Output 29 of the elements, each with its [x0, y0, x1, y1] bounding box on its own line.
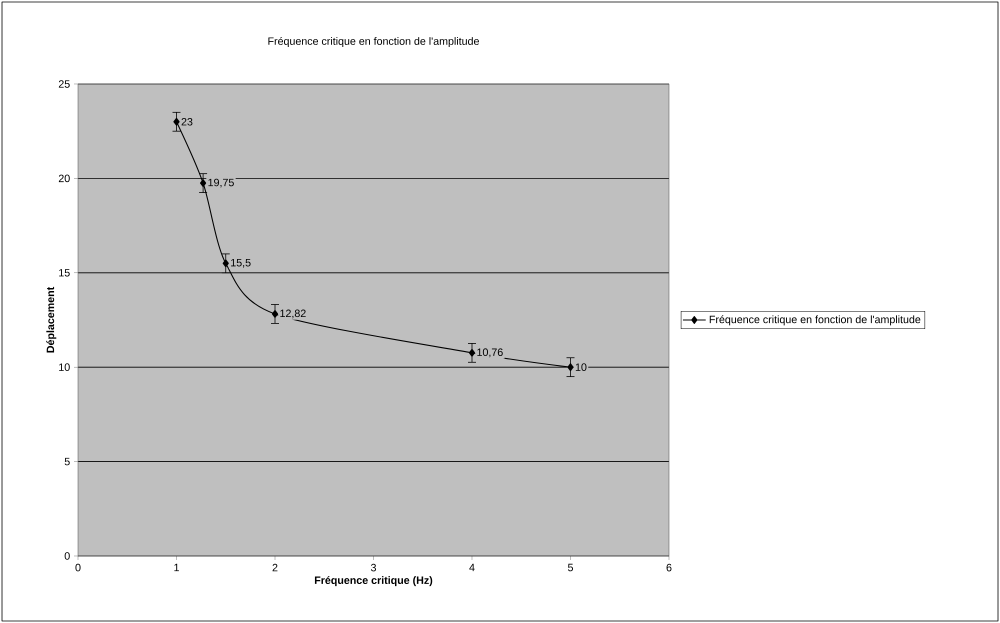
y-tick-label: 10: [59, 363, 70, 371]
y-tick-label: 20: [58, 174, 70, 182]
data-label: 10: [576, 363, 586, 371]
data-label: 23: [182, 118, 192, 126]
x-tick-label: 2: [272, 564, 278, 572]
point: [173, 118, 180, 126]
point: [567, 363, 574, 372]
y-axis-title: Déplacement: [46, 286, 56, 352]
x-tick-label: 0: [75, 564, 81, 572]
x-axis-title: Fréquence critique (Hz): [314, 576, 432, 586]
chart-title: Fréquence critique en fonction de l'amplitude: [268, 36, 479, 48]
x-tick-label: 6: [666, 564, 672, 572]
y-tick-label: 15: [59, 269, 70, 277]
y-tick-label: 25: [58, 80, 70, 88]
data-label: 15,5: [231, 258, 251, 268]
x-tick-label: 3: [370, 564, 376, 572]
data-label: 12,82: [280, 310, 306, 318]
point: [272, 310, 278, 318]
data-label: 10,76: [477, 348, 503, 358]
x-tick-label: 4: [469, 564, 475, 572]
legend-label: Fréquence critique en fonction de l'amplitude: [710, 315, 920, 326]
point: [222, 259, 229, 268]
x-tick-label: 1: [174, 564, 179, 572]
y-tick-label: 5: [64, 458, 70, 466]
point: [468, 348, 476, 357]
point: [200, 179, 206, 188]
x-tick-label: 5: [568, 564, 574, 572]
y-tick-label: 0: [64, 552, 70, 560]
data-label: 19,75: [208, 178, 234, 188]
